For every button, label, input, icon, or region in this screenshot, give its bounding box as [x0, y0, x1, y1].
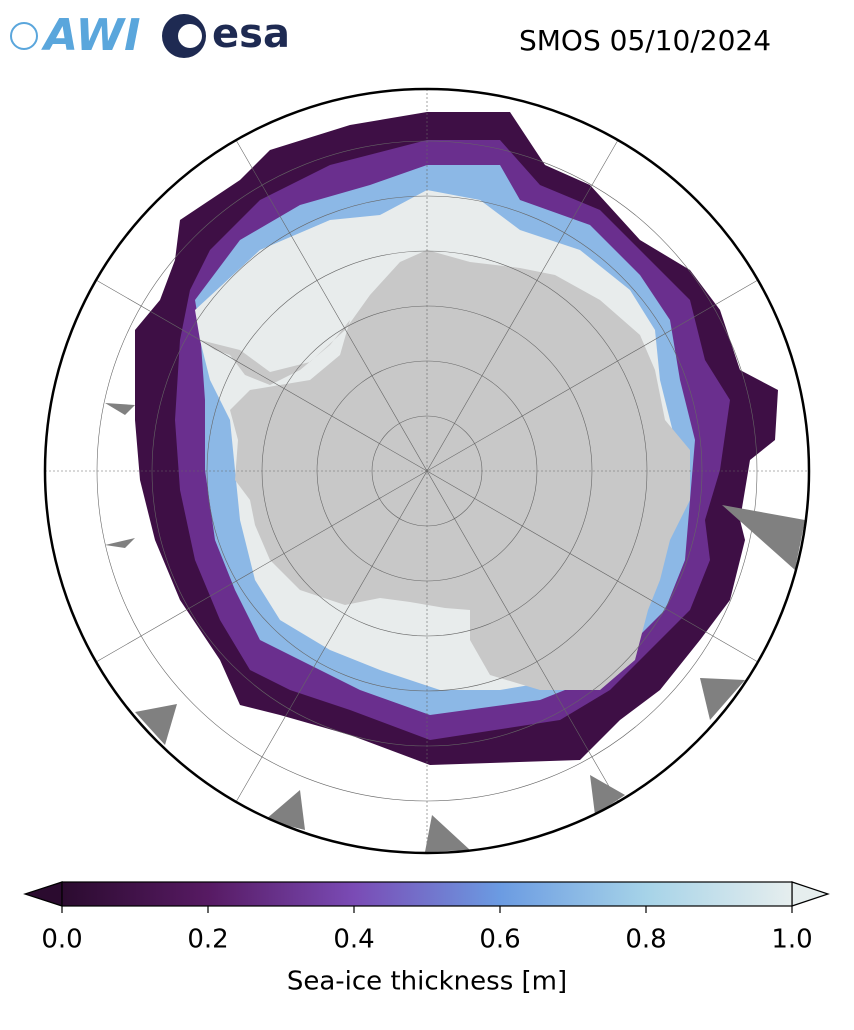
- colorbar-tick-label: 0.6: [479, 925, 520, 955]
- colorbar-extend-low: [23, 881, 63, 907]
- colorbar: 0.0 0.2 0.4 0.6 0.8 1.0: [23, 881, 830, 955]
- colorbar-tick-label: 0.0: [41, 925, 82, 955]
- colorbar-tick-label: 0.2: [187, 925, 228, 955]
- colorbar-extend-high: [791, 881, 830, 907]
- map: [45, 89, 809, 853]
- title: SMOS 05/10/2024: [519, 24, 771, 57]
- map-frame: [43, 87, 811, 855]
- colorbar-label: Sea-ice thickness [m]: [287, 967, 567, 997]
- colorbar-tick-label: 0.8: [625, 925, 666, 955]
- awi-text: AWI: [41, 10, 141, 61]
- esa-text: esa: [212, 11, 290, 57]
- graticule: [45, 89, 809, 853]
- awi-logo: AWI: [10, 10, 141, 61]
- esa-logo: esa: [162, 11, 290, 58]
- colorbar-tick-label: 0.4: [333, 925, 374, 955]
- colorbar-body: [61, 881, 793, 907]
- antarctica: [200, 250, 690, 690]
- land-masks: [105, 403, 805, 852]
- colorbar-tick-label: 1.0: [771, 925, 812, 955]
